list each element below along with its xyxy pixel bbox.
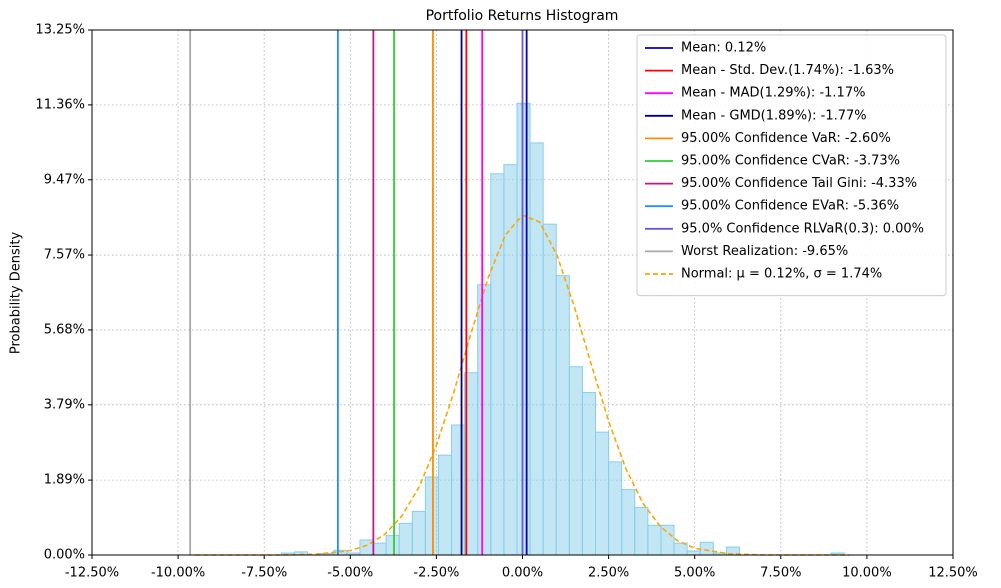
legend-label: Mean - Std. Dev.(1.74%): -1.63% xyxy=(681,63,894,78)
legend: Mean: 0.12% Mean - Std. Dev.(1.74%): -1.6… xyxy=(636,34,947,297)
bar xyxy=(398,522,413,556)
x-tick-label: -12.50% xyxy=(65,566,119,581)
x-tick-label: 12.50% xyxy=(928,566,978,581)
bar xyxy=(437,454,453,556)
y-tick-label: 5.68% xyxy=(44,322,85,337)
bar xyxy=(477,284,492,556)
y-tick-label: 13.25% xyxy=(35,23,85,38)
bar xyxy=(372,542,387,556)
x-tick-label: 5.00% xyxy=(674,566,715,581)
y-tick-label: 9.47% xyxy=(44,172,85,187)
bar xyxy=(542,223,557,556)
legend-label: 95.0% Confidence RLVaR(0.3): 0.00% xyxy=(681,221,924,236)
bar xyxy=(424,476,439,556)
x-tick-label: -5.00% xyxy=(327,566,373,581)
plot-frame xyxy=(91,29,954,556)
bar xyxy=(647,524,662,556)
x-tick-label: -10.00% xyxy=(151,566,205,581)
y-tick-label: 7.57% xyxy=(44,248,85,263)
bar xyxy=(699,541,714,556)
legend-label: 95.00% Confidence CVaR: -3.73% xyxy=(681,154,900,169)
bar xyxy=(568,366,583,556)
x-tick-label: -2.50% xyxy=(413,566,459,581)
x-tick-label: 2.50% xyxy=(588,566,629,581)
bar xyxy=(529,142,544,556)
legend-label: 95.00% Confidence EVaR: -5.36% xyxy=(681,199,899,214)
bar xyxy=(608,461,623,556)
bar xyxy=(581,392,597,556)
bar xyxy=(686,550,701,556)
y-tick-label: 0.00% xyxy=(44,548,85,563)
bar xyxy=(490,173,505,556)
legend-label: 95.00% Confidence Tail Gini: -4.33% xyxy=(681,176,917,191)
bar xyxy=(621,489,636,556)
y-tick-label: 11.36% xyxy=(35,97,85,112)
legend-label: Worst Realization: -9.65% xyxy=(681,244,848,259)
bar xyxy=(516,102,531,556)
x-tick-label: -7.50% xyxy=(241,566,287,581)
legend-box xyxy=(636,34,947,297)
legend-label: 95.00% Confidence VaR: -2.60% xyxy=(681,131,891,146)
chart-title: Portfolio Returns Histogram xyxy=(426,8,619,24)
x-tick-label: 10.00% xyxy=(842,566,892,581)
legend-label: Mean - GMD(1.89%): -1.77% xyxy=(681,108,867,123)
bar xyxy=(634,506,649,556)
x-tick-label: 7.50% xyxy=(760,566,801,581)
bar xyxy=(411,510,426,556)
bar xyxy=(555,275,570,556)
y-tick-label: 3.79% xyxy=(44,397,85,412)
bar xyxy=(503,164,518,556)
bar xyxy=(595,431,610,556)
x-tick-label: 0.00% xyxy=(502,566,543,581)
legend-label: Mean - MAD(1.29%): -1.17% xyxy=(681,86,865,101)
legend-label: Mean: 0.12% xyxy=(681,41,766,56)
bar xyxy=(660,524,675,556)
bar xyxy=(385,535,400,556)
legend-label: Normal: μ = 0.12%, σ = 1.74% xyxy=(681,267,882,282)
y-tick-label: 1.89% xyxy=(44,473,85,488)
bar xyxy=(451,424,466,556)
y-axis-label: Probability Density xyxy=(9,232,24,355)
